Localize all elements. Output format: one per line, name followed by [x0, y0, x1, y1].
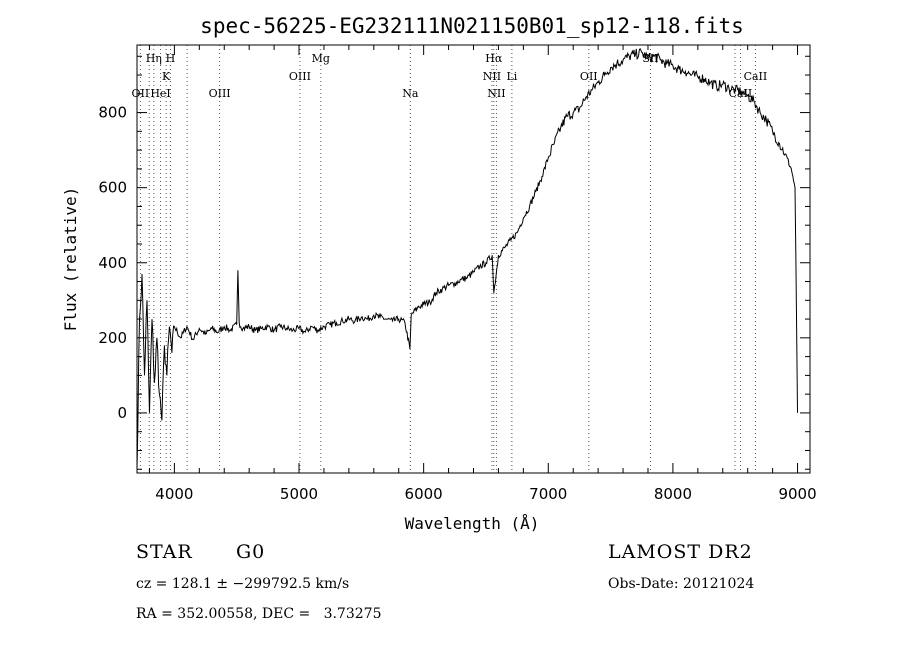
x-tick-label: 6000	[405, 485, 443, 503]
x-tick-label: 7000	[529, 485, 567, 503]
spectrum-line	[136, 47, 798, 470]
y-axis-label: Flux (relative)	[61, 187, 80, 332]
spectral-line-label: OIII	[289, 70, 311, 83]
x-tick-label: 9000	[778, 485, 816, 503]
spectral-line-label: Mg	[312, 52, 330, 65]
x-tick-label: 8000	[654, 485, 692, 503]
y-tick-label: 800	[98, 104, 127, 122]
survey-name: LAMOST DR2	[608, 541, 753, 563]
plot-frame	[136, 44, 811, 474]
y-tick-label: 600	[98, 179, 127, 197]
redshift-readout: cz = 128.1 ± −299792.5 km/s	[136, 576, 350, 592]
line-markers	[139, 45, 756, 473]
spectral-line-label: Li	[506, 70, 517, 83]
spectral-line-label: OII	[580, 70, 598, 83]
spectral-line-label: Hη	[146, 52, 162, 65]
spectral-line-label: H	[166, 52, 176, 65]
x-tick-label: 4000	[155, 485, 193, 503]
object-class: STAR	[136, 541, 193, 563]
spectral-line-label: NII	[487, 87, 505, 100]
spectral-line-label: NII	[483, 70, 501, 83]
tick-labels: 4000 5000 6000 7000 8000 9000 0 200 400 600 800	[98, 104, 816, 503]
coordinates: RA = 352.00558, DEC = 3.73275	[136, 606, 382, 622]
y-tick-label: 200	[98, 329, 127, 347]
axis-ticks	[137, 45, 810, 473]
chart-title: spec-56225-EG232111N021150B01_sp12-118.f…	[200, 14, 744, 38]
spectral-line-label: Hα	[485, 52, 503, 65]
object-subclass: G0	[236, 541, 266, 563]
spectral-line-label: Na	[402, 87, 419, 100]
spectral-line-label: CaII	[744, 70, 768, 83]
spectral-line-label: HeI	[150, 87, 170, 100]
y-tick-label: 400	[98, 254, 127, 272]
x-tick-label: 5000	[280, 485, 318, 503]
y-tick-label: 0	[117, 404, 127, 422]
obs-date: Obs-Date: 20121024	[608, 576, 755, 592]
x-axis-label: Wavelength (Å)	[405, 514, 540, 533]
spectral-line-label: OIII	[209, 87, 231, 100]
spectral-line-label: K	[162, 70, 171, 83]
